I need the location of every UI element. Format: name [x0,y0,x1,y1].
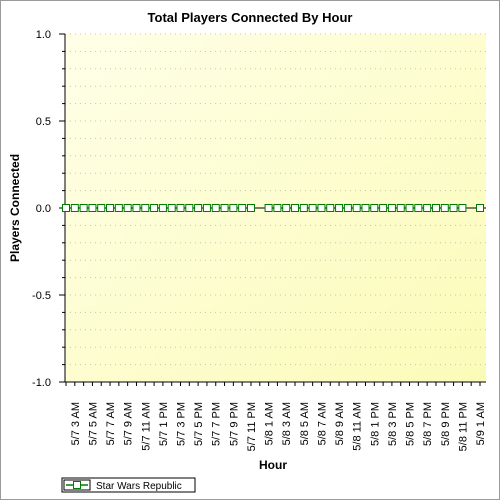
data-point-marker [158,204,167,212]
data-point-marker [264,204,273,212]
data-point-marker [141,204,150,212]
data-point-marker [431,204,440,212]
data-point-marker [440,204,449,212]
y-tick-label: -0.5 [32,290,51,302]
x-tick-label: 5/8 5 PM [405,402,417,446]
data-point-marker [273,204,282,212]
data-point-marker [343,204,352,212]
data-point-marker [167,204,176,212]
x-tick-label: 5/8 7 PM [422,402,434,446]
y-tick-label: 1.0 [36,29,51,41]
data-point-marker [123,204,132,212]
data-point-marker [132,204,141,212]
y-tick-label: 0.5 [36,116,51,128]
data-point-marker [291,204,300,212]
data-point-marker [458,204,467,212]
data-point-marker [370,204,379,212]
x-tick-label: 5/7 1 PM [158,402,170,446]
legend: Star Wars Republic [61,477,196,493]
data-point-marker [62,204,70,212]
data-point-marker [379,204,388,212]
x-tick-label: 5/8 9 AM [334,402,346,445]
data-point-marker [176,204,185,212]
x-tick-label: 5/7 9 PM [228,402,240,446]
axes [59,33,486,386]
data-point-marker [114,204,123,212]
chart-title: Total Players Connected By Hour [148,10,353,25]
series-star-wars-republic [62,204,484,212]
y-tick-labels: 1.0 0.5 0.0 -0.5 -1.0 [32,29,51,389]
data-point-marker [387,204,396,212]
data-point-marker [97,204,106,212]
x-tick-label: 5/8 1 AM [264,402,276,445]
x-tick-label: 5/7 5 AM [87,402,99,445]
y-tick-label: -1.0 [32,377,51,389]
data-point-marker [282,204,291,212]
data-point-marker [308,204,317,212]
x-tick-label: 5/7 7 PM [211,402,223,446]
data-point-marker [229,204,238,212]
x-tick-label: 5/7 11 PM [246,402,258,451]
y-tick-label: 0.0 [36,203,51,215]
data-point-marker [246,204,255,212]
data-point-marker [414,204,423,212]
x-tick-labels: 5/7 3 AM 5/7 5 AM 5/7 7 AM 5/7 9 AM 5/7 11 A… [70,402,487,451]
x-tick-label: 5/8 11 AM [352,402,364,451]
x-tick-label: 5/8 5 AM [299,402,311,445]
data-point-marker [88,204,97,212]
data-point-marker [106,204,115,212]
data-point-marker [70,204,79,212]
data-point-marker [361,204,370,212]
x-tick-label: 5/8 3 PM [387,402,399,446]
legend-series-label: Star Wars Republic [96,481,182,492]
data-point-marker [299,204,308,212]
legend-swatch-marker [73,481,81,489]
data-point-marker [326,204,335,212]
x-tick-label: 5/7 3 PM [176,402,188,446]
data-point-marker [202,204,211,212]
x-tick-label: 5/7 11 AM [140,402,152,451]
data-point-marker [405,204,414,212]
x-tick-label: 5/7 7 AM [105,402,117,445]
x-tick-label: 5/8 9 PM [440,402,452,446]
data-point-marker [211,204,220,212]
data-point-marker [476,204,484,212]
x-tick-label: 5/8 11 PM [457,402,469,451]
data-point-marker [352,204,361,212]
legend-box [61,477,196,493]
data-point-marker [238,204,247,212]
data-point-marker [449,204,458,212]
x-tick-label: 5/7 3 AM [70,402,82,445]
data-point-marker [335,204,344,212]
data-point-marker [150,204,159,212]
data-point-marker [317,204,326,212]
x-tick-label: 5/7 9 AM [123,402,135,445]
x-tick-label: 5/7 5 PM [193,402,205,446]
x-tick-label: 5/8 1 PM [369,402,381,446]
x-axis-label: Hour [259,458,287,472]
data-point-marker [79,204,88,212]
x-tick-label: 5/8 7 AM [316,402,328,445]
y-axis-label: Players Connected [8,154,22,262]
data-point-marker [194,204,203,212]
data-point-marker [220,204,229,212]
data-point-marker [423,204,432,212]
data-point-marker [185,204,194,212]
x-tick-label: 5/9 1 AM [475,402,487,445]
data-point-marker [396,204,405,212]
x-tick-label: 5/8 3 AM [281,402,293,445]
